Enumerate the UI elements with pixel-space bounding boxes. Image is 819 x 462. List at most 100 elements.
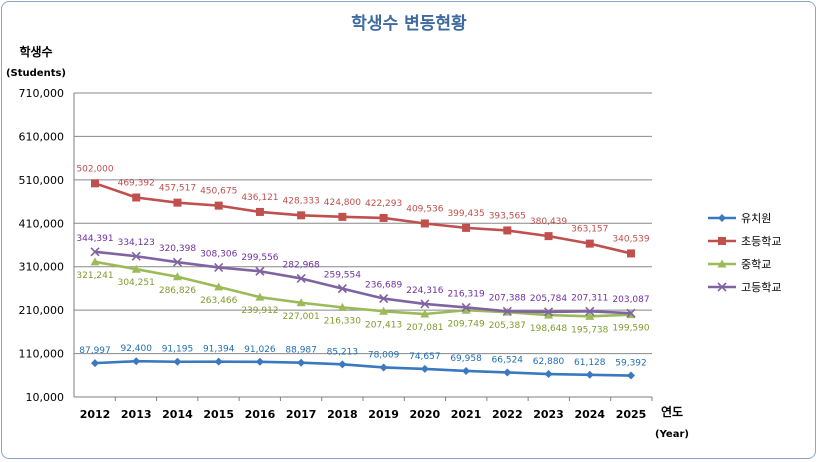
x-tick-label: 2024 — [574, 408, 605, 421]
data-label: 259,554 — [324, 271, 361, 281]
y-tick-label: 210,000 — [19, 304, 65, 317]
series-group — [90, 179, 636, 380]
data-point — [627, 249, 635, 258]
data-point — [173, 198, 182, 207]
data-point — [379, 363, 388, 372]
data-label: 436,121 — [241, 193, 278, 203]
data-label: 334,123 — [118, 238, 155, 248]
data-label: 216,319 — [447, 289, 484, 299]
marker-stroke — [296, 273, 306, 284]
data-label: 304,251 — [118, 278, 155, 288]
data-point — [420, 309, 430, 318]
data-point — [544, 310, 554, 319]
marker-stroke — [337, 284, 347, 294]
data-label: 321,241 — [76, 271, 113, 281]
data-point — [379, 293, 389, 304]
data-point — [627, 371, 635, 380]
data-point — [172, 257, 183, 267]
data-label: 198,648 — [530, 324, 567, 334]
data-label: 85,213 — [327, 347, 359, 357]
data-label: 207,388 — [489, 293, 526, 303]
data-point — [296, 273, 306, 284]
data-point — [214, 282, 224, 291]
data-point — [585, 311, 595, 320]
data-label: 469,392 — [118, 178, 155, 188]
data-label: 308,306 — [200, 249, 237, 259]
gridlines — [73, 92, 652, 398]
data-point — [626, 308, 636, 318]
series-line — [94, 359, 632, 377]
data-label: 344,391 — [76, 234, 113, 244]
data-label: 74,657 — [409, 352, 441, 362]
series-고등학교 — [90, 247, 636, 318]
legend-label: 초등학교 — [741, 235, 781, 248]
x-axis-subtitle: (Year) — [655, 429, 689, 440]
x-tick-label: 2016 — [245, 408, 276, 421]
data-label: 428,333 — [283, 196, 320, 206]
data-label: 363,157 — [571, 225, 608, 235]
data-point — [462, 223, 471, 232]
x-tick-label: 2020 — [410, 408, 441, 421]
data-label: 61,128 — [574, 358, 606, 368]
y-tick-label: 610,000 — [19, 130, 65, 143]
x-tick-label: 2022 — [492, 408, 523, 421]
x-tick-label: 2021 — [451, 408, 482, 421]
data-point — [255, 207, 264, 216]
data-label: 286,826 — [159, 286, 196, 296]
series-line — [94, 182, 632, 255]
x-tick-label: 2025 — [616, 408, 647, 421]
data-point — [214, 357, 223, 366]
data-point — [132, 193, 141, 202]
marker-stroke — [626, 308, 636, 318]
data-label: 450,675 — [200, 187, 237, 197]
x-tick-label: 2023 — [533, 408, 564, 421]
series-line — [94, 250, 632, 315]
legend-item: 중학교 — [708, 258, 771, 271]
marker-stroke — [543, 307, 554, 317]
data-labels: 87,997 92,400 91,195 91,394 91,026 88,987 85,2… — [76, 164, 649, 368]
data-point — [585, 239, 594, 248]
data-label: 87,997 — [79, 346, 111, 356]
data-point — [91, 359, 99, 368]
data-point — [255, 292, 265, 301]
y-tick-label: 310,000 — [19, 261, 65, 274]
data-label: 207,311 — [571, 293, 608, 303]
data-point — [90, 247, 100, 257]
marker-stroke — [172, 257, 183, 267]
data-label: 502,000 — [76, 164, 113, 174]
data-point — [461, 305, 471, 314]
data-point — [131, 251, 141, 261]
x-tick-label: 2013 — [121, 408, 152, 421]
data-label: 340,539 — [612, 234, 649, 244]
data-point — [337, 284, 347, 294]
chart-title: 학생수 변동현황 — [351, 14, 467, 34]
data-label: 91,195 — [162, 345, 194, 355]
data-point — [91, 179, 99, 188]
data-label: 88,987 — [285, 346, 317, 356]
data-label: 207,413 — [365, 320, 402, 330]
marker-stroke — [214, 262, 224, 273]
data-label: 380,439 — [530, 217, 567, 227]
data-label: 91,394 — [203, 345, 235, 355]
data-point — [214, 262, 224, 273]
data-point — [255, 357, 264, 366]
data-label: 66,524 — [492, 355, 524, 365]
data-point — [131, 264, 141, 273]
x-axis-title: 연도 — [661, 404, 683, 419]
data-point — [297, 211, 306, 220]
legend-label: 고등학교 — [741, 281, 781, 294]
data-label: 236,689 — [365, 281, 402, 291]
data-label: 320,398 — [159, 244, 196, 254]
data-label: 199,590 — [612, 324, 649, 334]
data-label: 62,880 — [533, 357, 565, 367]
data-point — [461, 302, 471, 312]
y-tick-label: 10,000 — [26, 391, 65, 404]
data-label: 205,387 — [489, 321, 526, 331]
data-label: 195,738 — [571, 325, 608, 335]
data-point — [462, 366, 471, 375]
data-point — [503, 226, 512, 235]
data-point — [544, 370, 553, 379]
x-axis-ticks: 2012 2013 2014 2015 2016 2017 2018 2019 2020 2021… — [80, 397, 653, 421]
data-point — [420, 299, 430, 309]
